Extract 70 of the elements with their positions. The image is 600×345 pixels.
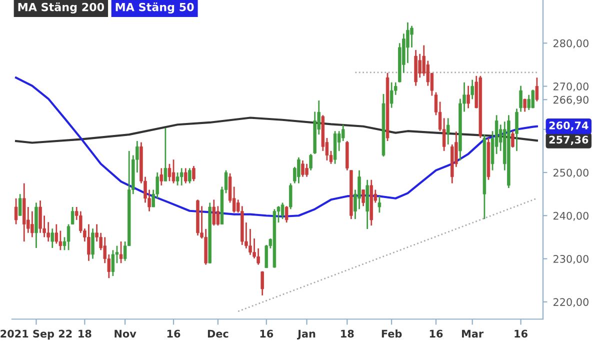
candlestick [527, 94, 530, 111]
candlestick [50, 228, 54, 249]
candlestick [176, 172, 180, 186]
y-tick-label: 230,00 [553, 254, 588, 264]
candlestick [192, 165, 196, 182]
text: MA Stäng 50 [116, 2, 194, 14]
candlestick [284, 205, 288, 224]
x-tick-label: 16 [430, 330, 443, 338]
candlestick [519, 85, 522, 112]
candlestick [390, 82, 394, 109]
x-tick-label: Mar [462, 330, 484, 338]
candlestick [184, 167, 188, 184]
candlestick [531, 89, 535, 109]
candlestick [466, 85, 470, 109]
candlestick [87, 224, 90, 262]
text: MA Stäng 200 [18, 2, 104, 14]
candlestick [168, 163, 172, 182]
candlestick [289, 182, 292, 210]
x-tick-label: 16 [514, 330, 528, 338]
candlestick [280, 202, 284, 220]
x-tick-label: Jan [297, 330, 316, 340]
candlestick [216, 205, 220, 226]
candlestick [172, 158, 176, 184]
candlestick [119, 240, 123, 264]
y-tick-label: 280,00 [553, 39, 588, 48]
candlestick [418, 53, 422, 78]
candlestick [111, 249, 115, 277]
x-tick-label: Nov [114, 330, 136, 338]
x-tick-label: 16 [167, 330, 180, 338]
x-tick-label: Feb [382, 330, 402, 338]
candlestick [30, 210, 34, 238]
candlestick [305, 163, 308, 178]
candlestick [38, 200, 42, 234]
candlestick [446, 117, 450, 146]
candlestick [470, 79, 474, 100]
y-tick-label: 270,00 [553, 82, 588, 92]
text: 260,74 [549, 122, 588, 131]
candlestick [164, 127, 168, 182]
y-tick-label: 266,90 [553, 96, 588, 105]
candlestick [212, 198, 216, 226]
y-tick-label: 220,00 [553, 298, 588, 308]
candlestick [378, 196, 382, 214]
candlestick [535, 76, 539, 102]
candlestick [70, 206, 74, 225]
candlestick [91, 228, 94, 260]
x-tick-label: 18 [341, 330, 354, 338]
candlestick [66, 224, 70, 251]
candlestick [54, 224, 58, 244]
candlestick [160, 167, 164, 186]
line-series [14, 76, 538, 218]
candlestick [515, 108, 518, 152]
candlestick [14, 198, 18, 225]
line-series [14, 116, 538, 144]
x-tick-label: 18 [78, 330, 92, 338]
y-tick-label: 250,00 [553, 168, 588, 178]
candlestick [297, 156, 300, 184]
candlestick [260, 270, 264, 296]
candlestick [362, 189, 365, 207]
x-tick-label: Dec [208, 330, 228, 338]
x-tick-label: 2021 Sep 22 [0, 330, 72, 340]
candlestick [523, 98, 526, 112]
text: 257,36 [549, 136, 588, 145]
candlestick [309, 153, 312, 172]
candlestick [18, 193, 22, 216]
x-tick-label: 16 [260, 330, 274, 338]
candlestick [511, 130, 514, 148]
candlestick [180, 167, 184, 186]
candlestick [188, 167, 192, 184]
candlestick [301, 160, 304, 178]
y-tick-label: 240,00 [553, 212, 588, 221]
